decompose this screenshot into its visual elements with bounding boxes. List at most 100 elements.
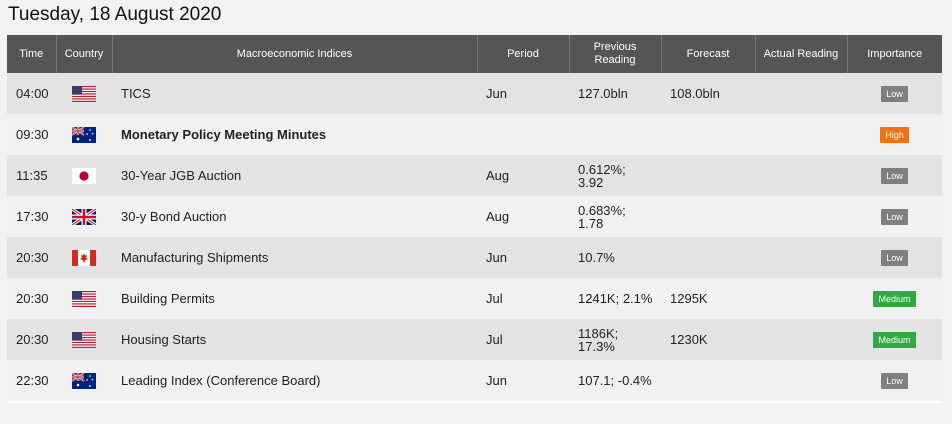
previous-cell bbox=[569, 114, 661, 155]
australia-flag-icon bbox=[72, 372, 96, 389]
australia-flag-icon bbox=[72, 126, 96, 143]
country-cell bbox=[56, 196, 112, 237]
time-cell: 17:30 bbox=[7, 196, 56, 237]
country-cell bbox=[56, 319, 112, 360]
period-cell: Jun bbox=[477, 360, 569, 401]
column-header-importance[interactable]: Importance bbox=[846, 35, 942, 73]
period-cell: Jun bbox=[477, 73, 569, 114]
period-cell bbox=[477, 114, 569, 155]
time-cell: 20:30 bbox=[7, 319, 56, 360]
time-cell: 20:30 bbox=[7, 237, 56, 278]
importance-badge: Low bbox=[881, 167, 908, 184]
table-row[interactable]: 17:30 30-y Bond Auction Aug 0.683%; 1.78 Low bbox=[7, 196, 942, 237]
page-title: Tuesday, 18 August 2020 bbox=[8, 4, 222, 25]
time-cell: 22:30 bbox=[7, 360, 56, 401]
time-cell: 09:30 bbox=[7, 114, 56, 155]
importance-badge: Medium bbox=[873, 331, 916, 348]
previous-cell: 0.683%; 1.78 bbox=[569, 196, 661, 237]
forecast-cell bbox=[661, 237, 755, 278]
previous-cell: 1186K; 17.3% bbox=[569, 319, 661, 360]
forecast-cell: 108.0bln bbox=[661, 73, 755, 114]
indicator-cell: Housing Starts bbox=[112, 319, 477, 360]
canada-flag-icon bbox=[72, 249, 96, 266]
table-row[interactable]: 20:30 Housing Starts Jul 1186K; 17.3% 1230K M… bbox=[7, 319, 942, 360]
importance-badge: High bbox=[880, 126, 909, 143]
indicator-cell: Leading Index (Conference Board) bbox=[112, 360, 477, 401]
table-row[interactable]: 20:30 Building Permits Jul 1241K; 2.1% 1295K… bbox=[7, 278, 942, 319]
us-flag-icon bbox=[72, 290, 96, 307]
us-flag-icon bbox=[72, 331, 96, 348]
actual-cell bbox=[755, 73, 847, 114]
forecast-cell bbox=[661, 196, 755, 237]
indicator-cell: 30-y Bond Auction bbox=[112, 196, 477, 237]
period-cell: Jul bbox=[477, 319, 569, 360]
actual-cell bbox=[755, 360, 847, 401]
table-row[interactable]: 20:30 Manufacturing Shipments Jun 10.7% Low bbox=[7, 237, 942, 278]
column-header-time[interactable]: Time bbox=[7, 35, 56, 73]
importance-cell: Medium bbox=[847, 319, 942, 360]
actual-cell bbox=[755, 237, 847, 278]
period-cell: Aug bbox=[477, 155, 569, 196]
importance-cell: Low bbox=[847, 237, 942, 278]
column-header-actual[interactable]: Actual Reading bbox=[754, 35, 847, 73]
table-row[interactable]: 04:00 TICS Jun 127.0bln 108.0bln Low bbox=[7, 73, 942, 114]
country-cell bbox=[56, 237, 112, 278]
indicator-cell: 30-Year JGB Auction bbox=[112, 155, 477, 196]
time-cell: 04:00 bbox=[7, 73, 56, 114]
importance-badge: Low bbox=[881, 372, 908, 389]
column-header-indices[interactable]: Macroeconomic Indices bbox=[111, 35, 477, 73]
forecast-cell: 1295K bbox=[661, 278, 755, 319]
time-cell: 11:35 bbox=[7, 155, 56, 196]
country-cell bbox=[56, 278, 112, 319]
economic-calendar-table: Time Country Macroeconomic Indices Perio… bbox=[7, 35, 942, 401]
actual-cell bbox=[755, 319, 847, 360]
column-header-country[interactable]: Country bbox=[55, 35, 112, 73]
calendar-panel: Time Country Macroeconomic Indices Perio… bbox=[7, 35, 942, 403]
period-cell: Aug bbox=[477, 196, 569, 237]
indicator-cell: Manufacturing Shipments bbox=[112, 237, 477, 278]
country-cell bbox=[56, 73, 112, 114]
forecast-cell bbox=[661, 155, 755, 196]
column-header-forecast[interactable]: Forecast bbox=[660, 35, 755, 73]
indicator-cell: Building Permits bbox=[112, 278, 477, 319]
importance-cell: Low bbox=[847, 73, 942, 114]
forecast-cell: 1230K bbox=[661, 319, 755, 360]
column-header-period[interactable]: Period bbox=[476, 35, 569, 73]
actual-cell bbox=[755, 155, 847, 196]
importance-badge: Low bbox=[881, 85, 908, 102]
country-cell bbox=[56, 360, 112, 401]
previous-cell: 0.612%; 3.92 bbox=[569, 155, 661, 196]
actual-cell bbox=[755, 196, 847, 237]
forecast-cell bbox=[661, 114, 755, 155]
previous-cell: 127.0bln bbox=[569, 73, 661, 114]
importance-cell: High bbox=[847, 114, 942, 155]
actual-cell bbox=[755, 278, 847, 319]
importance-badge: Low bbox=[881, 208, 908, 225]
table-row[interactable]: 22:30 Leading Index (Conference Board) Jun… bbox=[7, 360, 942, 401]
importance-cell: Medium bbox=[847, 278, 942, 319]
time-cell: 20:30 bbox=[7, 278, 56, 319]
previous-cell: 10.7% bbox=[569, 237, 661, 278]
period-cell: Jul bbox=[477, 278, 569, 319]
forecast-cell bbox=[661, 360, 755, 401]
country-cell bbox=[56, 114, 112, 155]
uk-flag-icon bbox=[72, 208, 96, 225]
importance-cell: Low bbox=[847, 155, 942, 196]
indicator-cell: Monetary Policy Meeting Minutes bbox=[112, 114, 477, 155]
column-header-previous[interactable]: Previous Reading bbox=[568, 35, 661, 73]
table-row[interactable]: 11:35 30-Year JGB Auction Aug 0.612%; 3.92 L… bbox=[7, 155, 942, 196]
previous-cell: 1241K; 2.1% bbox=[569, 278, 661, 319]
period-cell: Jun bbox=[477, 237, 569, 278]
previous-cell: 107.1; -0.4% bbox=[569, 360, 661, 401]
table-header-row: Time Country Macroeconomic Indices Perio… bbox=[7, 35, 942, 73]
importance-badge: Medium bbox=[873, 290, 916, 307]
japan-flag-icon bbox=[72, 167, 96, 184]
actual-cell bbox=[755, 114, 847, 155]
importance-badge: Low bbox=[881, 249, 908, 266]
table-row[interactable]: 09:30 Monetary Policy Meeting Minutes High bbox=[7, 114, 942, 155]
indicator-cell: TICS bbox=[112, 73, 477, 114]
country-cell bbox=[56, 155, 112, 196]
importance-cell: Low bbox=[847, 196, 942, 237]
us-flag-icon bbox=[72, 85, 96, 102]
importance-cell: Low bbox=[847, 360, 942, 401]
